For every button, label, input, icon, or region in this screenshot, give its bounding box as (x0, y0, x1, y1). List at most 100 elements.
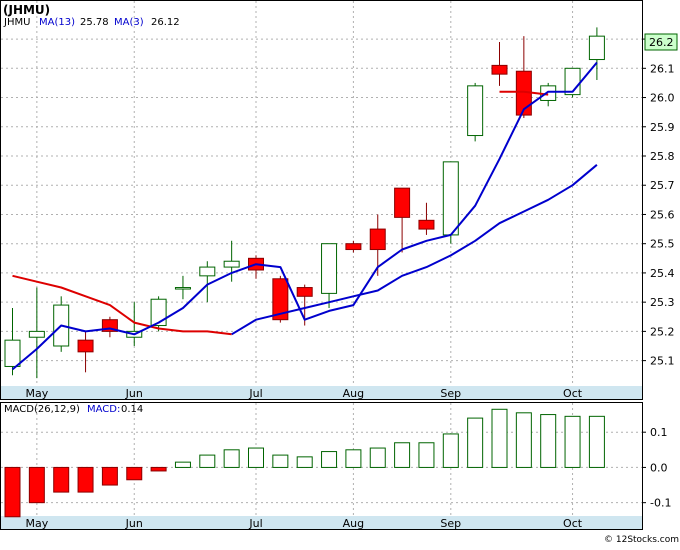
macd-bar-positive (394, 442, 411, 468)
macd-bar-negative (28, 466, 45, 504)
candle-up (223, 240, 240, 282)
candle-up (4, 308, 21, 376)
footer-credit: © 12Stocks.com (604, 535, 679, 545)
macd-axis: 0.1 0.0 -0.1 (642, 426, 671, 510)
candle-up (199, 261, 216, 303)
macd-bar-positive (588, 415, 605, 468)
candle-body (272, 278, 289, 321)
macd-bar-positive (321, 451, 338, 468)
macd-month-label: Oct (563, 517, 583, 530)
month-axis-band (0, 386, 642, 400)
candle-up (150, 296, 167, 332)
macd-bar-positive (345, 449, 362, 468)
candle-body (296, 287, 313, 297)
candle-body (174, 287, 191, 290)
month-labels: May Jun Jul Aug Sep Oct (25, 387, 582, 400)
macd-tick-label: -0.1 (650, 497, 671, 510)
candle-body (223, 260, 240, 268)
price-panel-frame (0, 0, 643, 400)
candle-down (418, 202, 435, 235)
candle-body (394, 187, 411, 218)
macd-bar-negative (126, 466, 143, 481)
candle-body (77, 339, 94, 353)
candle-up (588, 27, 605, 80)
legend-ma13-label: MA(13) (39, 17, 75, 28)
candle-up (467, 82, 484, 142)
macd-month-label: Sep (440, 517, 461, 530)
macd-bar-positive (540, 414, 557, 468)
macd-month-label: May (25, 517, 48, 530)
candle-down (369, 214, 386, 276)
macd-bar-positive (174, 461, 191, 468)
macd-bar-positive (418, 442, 435, 468)
candle-down (491, 42, 508, 86)
price-tick-label: 25.3 (650, 296, 675, 309)
macd-month-label: Jun (125, 517, 143, 530)
price-tick-label: 26.1 (650, 62, 675, 75)
macd-bar-negative (4, 466, 21, 518)
macd-bar-negative (53, 466, 70, 493)
candle-body (442, 161, 459, 236)
month-label: Jul (248, 387, 262, 400)
macd-bar-positive (467, 417, 484, 468)
candle-body (150, 298, 167, 327)
macd-bar-positive (272, 454, 289, 468)
candle-body (28, 330, 45, 338)
price-tick-label: 25.8 (650, 150, 675, 163)
month-label: May (25, 387, 48, 400)
macd-bar-positive (442, 433, 459, 468)
candle-body (588, 35, 605, 61)
candle-up (53, 296, 70, 352)
macd-bar-positive (491, 408, 508, 468)
macd-bar-negative (101, 466, 118, 486)
macd-panel-frame (0, 402, 643, 530)
macd-bar-positive (564, 415, 581, 468)
ma3-line (11, 61, 598, 371)
ma-red-line (499, 90, 549, 96)
price-tick-label: 25.4 (650, 267, 675, 280)
price-tick-label: 25.7 (650, 179, 675, 192)
macd-tick-label: 0.0 (650, 461, 668, 474)
macd-bar-negative (77, 466, 94, 493)
chart-title: (JHMU) (3, 3, 50, 17)
month-label: Sep (440, 387, 461, 400)
macd-legend-macd-label: MACD: (87, 404, 120, 415)
candle-down (101, 316, 118, 338)
macd-bar-positive (515, 412, 532, 468)
moving-average-lines (11, 61, 598, 371)
candle-body (4, 339, 21, 367)
macd-bar-negative (150, 466, 167, 472)
candle-up (321, 243, 338, 308)
candle-up (174, 275, 191, 300)
macd-bar-positive (248, 447, 264, 468)
price-tick-label: 25.5 (650, 238, 675, 251)
candle-down (394, 187, 411, 253)
candle-up (564, 67, 581, 98)
ma-red-line (12, 274, 232, 336)
legend-ma3-value: 26.12 (151, 17, 180, 28)
ma13-line (231, 164, 598, 336)
macd-legend-label: MACD(26,12,9) (4, 404, 80, 415)
candle-body (467, 85, 484, 137)
month-label: Jun (125, 387, 143, 400)
price-tick-label: 26.0 (650, 92, 675, 105)
price-tick-label: 25.9 (650, 121, 675, 134)
candle-up (442, 161, 459, 244)
macd-bar-positive (369, 447, 386, 468)
candle-body (491, 64, 508, 75)
macd-month-label: Jul (248, 517, 262, 530)
macd-month-label: Aug (343, 517, 364, 530)
macd-histogram (4, 408, 605, 518)
price-tick-label: 25.1 (650, 355, 675, 368)
month-label: Oct (563, 387, 583, 400)
legend-ticker: JHMU (3, 17, 30, 28)
candle-body (418, 219, 435, 230)
legend-ma3-label: MA(3) (114, 17, 144, 28)
macd-bar-positive (296, 456, 313, 468)
candle-body (345, 243, 362, 251)
last-price-label: 26.2 (649, 36, 674, 49)
candle-up (28, 287, 45, 379)
month-label: Aug (343, 387, 364, 400)
price-tick-label: 25.6 (650, 208, 675, 221)
